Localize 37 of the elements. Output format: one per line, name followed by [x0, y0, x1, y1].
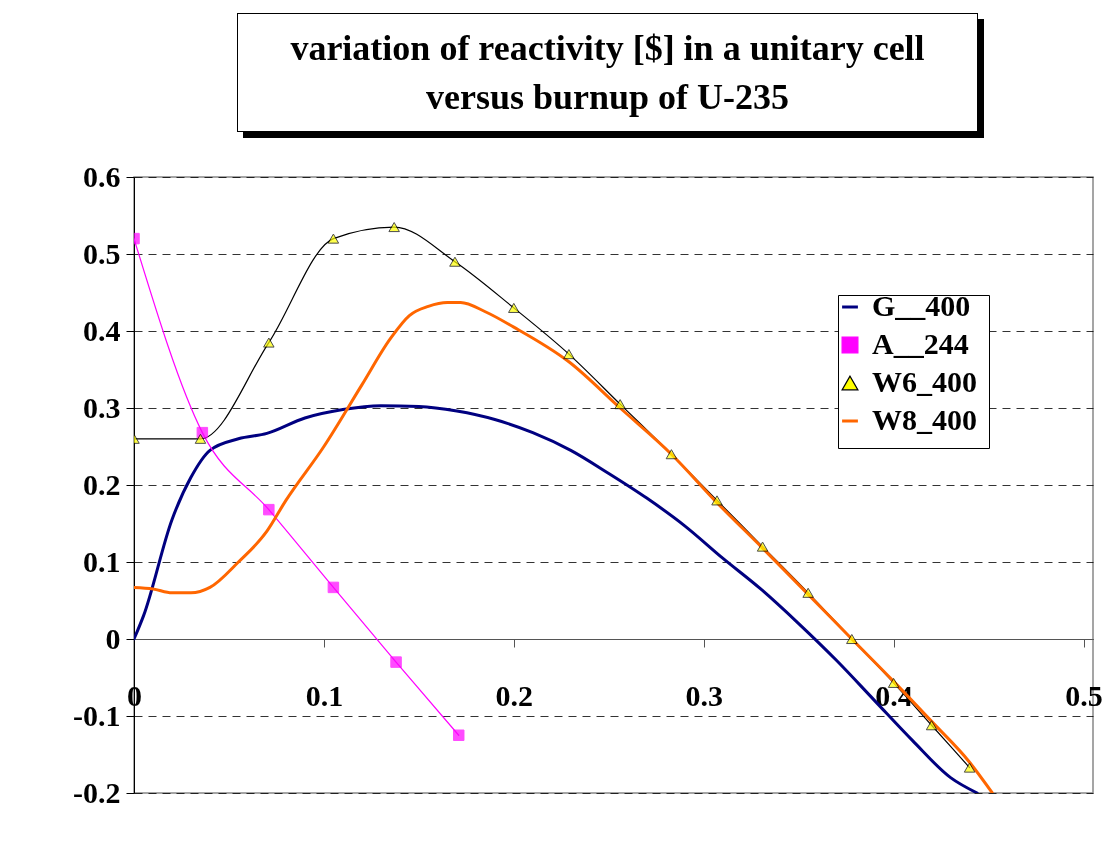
y-tick-label: 0.2: [83, 467, 121, 501]
x-tick-label: 0.1: [305, 678, 344, 712]
y-tick-label: 0.3: [83, 390, 121, 424]
point: [390, 656, 402, 668]
y-tick-label: -0.1: [73, 698, 121, 732]
point: [388, 222, 400, 233]
point: [925, 720, 938, 731]
y-tick-label: 0: [105, 621, 121, 655]
point: [963, 762, 976, 773]
legend-label: W8_400: [872, 403, 977, 436]
legend-label: A__244: [872, 327, 969, 360]
x-tick-label: 0.3: [685, 678, 723, 712]
point: [327, 581, 340, 594]
y-tick-label: 0.1: [83, 544, 121, 578]
point: [263, 503, 275, 516]
point: [756, 541, 769, 552]
point: [563, 349, 575, 360]
y-tick-label: 0.6: [83, 159, 121, 193]
point: [846, 633, 858, 645]
y-tick-label: 0.4: [83, 313, 121, 347]
y-tick-label: -0.2: [73, 775, 121, 809]
point: [711, 495, 723, 506]
point: [452, 729, 465, 741]
x-tick-label: 0.2: [495, 678, 534, 712]
point: [449, 256, 461, 267]
chart-title: variation of reactivity [$] in a unitary cell versus burnup of U-235: [237, 13, 978, 133]
legend-label: W6_400: [872, 365, 977, 398]
point: [327, 233, 340, 244]
point: [614, 399, 626, 410]
point: [508, 302, 520, 313]
legend-label: G__400: [872, 289, 971, 322]
point: [665, 449, 678, 460]
point: [802, 587, 814, 598]
x-tick-label: 0.5: [1065, 678, 1103, 712]
point: [263, 337, 275, 348]
point: [194, 433, 207, 444]
y-tick-label: 0.5: [83, 236, 121, 270]
